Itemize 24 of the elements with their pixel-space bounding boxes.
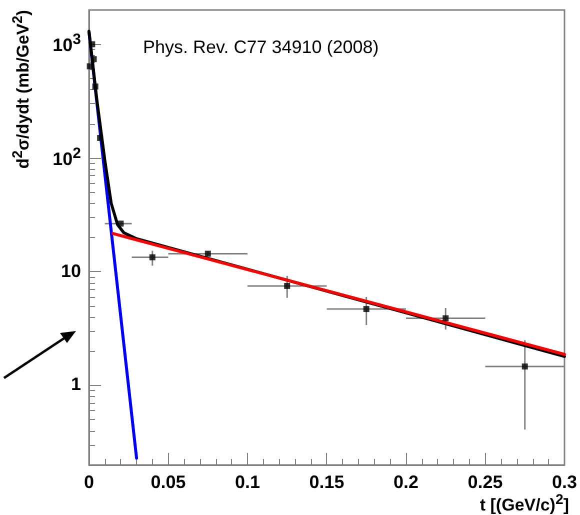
x-tick-label: 0.3 — [552, 472, 578, 492]
point — [284, 282, 290, 289]
x-tick-label: 0.05 — [150, 472, 186, 492]
x-tick-label: 0.25 — [468, 472, 503, 492]
y-tick-label: 10$^{3}$ — [52, 31, 81, 56]
annotation: Phys. Rev. C77 34910 (2008) — [143, 37, 379, 57]
x-tick-label: 0 — [84, 472, 94, 492]
point — [97, 134, 104, 141]
x-tick-label: 0.1 — [234, 472, 260, 492]
y-tick-label: 10 — [60, 260, 81, 281]
point — [118, 220, 124, 227]
point — [522, 363, 528, 370]
x-tick-label: 0.15 — [309, 472, 344, 492]
x-axis-title: t [(GeV/c)$^{2}$] — [480, 492, 569, 515]
point — [89, 41, 96, 48]
point — [204, 250, 211, 257]
x-tick-label: 0.2 — [393, 472, 419, 492]
point — [363, 306, 370, 312]
y-tick-label: 10$^{2}$ — [52, 144, 81, 169]
y-tick-label: 1 — [70, 374, 81, 395]
point — [442, 315, 449, 322]
point — [90, 56, 97, 62]
point — [92, 84, 98, 90]
point — [149, 254, 156, 260]
